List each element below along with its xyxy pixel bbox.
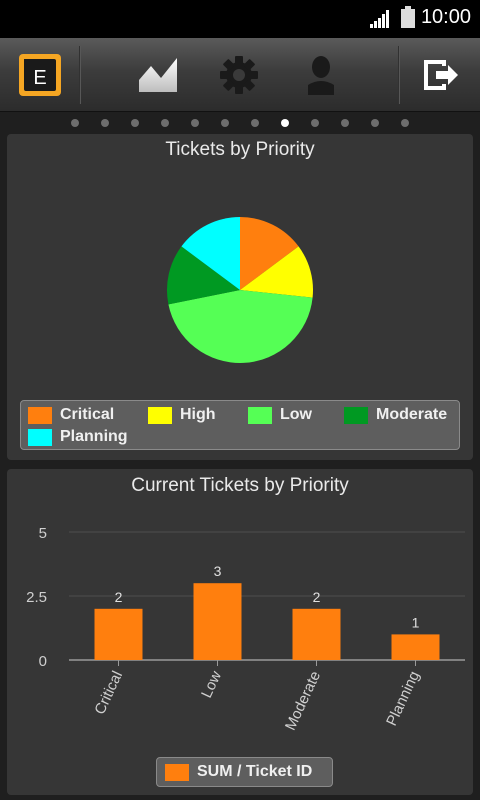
page-dot[interactable] <box>401 119 409 127</box>
legend-swatch <box>248 406 272 424</box>
legend-item-planning: Planning <box>28 428 128 446</box>
legend-label: Low <box>280 406 312 423</box>
legend-swatch <box>344 406 368 424</box>
page-dot-active[interactable] <box>281 119 289 127</box>
legend-swatch <box>28 406 52 424</box>
x-tick-label: Low <box>198 668 225 700</box>
legend-item-moderate: Moderate <box>344 406 447 424</box>
y-tick-label: 2.5 <box>26 589 47 606</box>
legend-item-low: Low <box>248 406 312 424</box>
pie-slice-high[interactable] <box>240 246 313 298</box>
x-tick-label: Planning <box>383 669 423 729</box>
legend-label: SUM / Ticket ID <box>197 763 313 780</box>
bar-data-label: 3 <box>214 563 222 579</box>
app-logo-icon: E <box>19 54 61 96</box>
toolbar-divider <box>398 46 400 104</box>
pie-slice-critical[interactable] <box>240 217 299 290</box>
page-dot[interactable] <box>131 119 139 127</box>
pie-slice-planning[interactable] <box>181 217 240 290</box>
page-dot[interactable] <box>371 119 379 127</box>
chart-icon <box>139 58 177 92</box>
page-dot[interactable] <box>311 119 319 127</box>
x-tick-label: Critical <box>91 669 126 718</box>
bar-data-label: 2 <box>313 589 321 605</box>
bar-low[interactable] <box>193 583 242 660</box>
y-tick-label: 5 <box>39 525 47 542</box>
bar-planning[interactable] <box>391 634 440 660</box>
page-dot[interactable] <box>161 119 169 127</box>
bar-legend: SUM / Ticket ID <box>156 757 333 787</box>
gear-icon <box>220 56 258 94</box>
settings-button[interactable] <box>207 38 271 112</box>
pie-chart <box>167 217 313 364</box>
app-logo-button[interactable]: E <box>8 38 72 112</box>
page-indicator <box>0 112 480 134</box>
page-dot[interactable] <box>101 119 109 127</box>
y-tick-label: 0 <box>39 653 47 670</box>
legend-label: High <box>180 406 216 423</box>
legend-label: Critical <box>60 406 115 423</box>
page-dot[interactable] <box>191 119 199 127</box>
legend-item-critical: Critical <box>28 406 114 424</box>
pie-legend: Critical High Low Moderate Planning <box>20 400 460 450</box>
dashboard-button[interactable] <box>126 38 190 112</box>
legend-item-high: High <box>148 406 216 424</box>
bar-moderate[interactable] <box>292 608 341 660</box>
legend-label: Moderate <box>376 406 448 423</box>
legend-swatch <box>148 406 172 424</box>
clock: 10:00 <box>420 6 471 28</box>
logout-icon <box>424 60 458 90</box>
bar-chart-panel: Current Tickets by Priority 0 2.5 5 2 Critic… <box>7 469 473 795</box>
toolbar-divider <box>79 46 81 104</box>
legend-swatch <box>165 763 189 781</box>
x-tick-label: Moderate <box>282 669 324 734</box>
bar-data-label: 2 <box>115 589 123 605</box>
pie-chart-title: Tickets by Priority <box>165 139 315 160</box>
pie-chart-panel: Tickets by Priority Critical High Low Mo… <box>7 134 473 460</box>
legend-swatch <box>28 428 52 446</box>
profile-button[interactable] <box>289 38 353 112</box>
status-bar: 10:00 <box>0 0 480 38</box>
bar-critical[interactable] <box>94 608 143 660</box>
user-icon <box>308 56 334 95</box>
logout-button[interactable] <box>408 38 474 112</box>
legend-label: Planning <box>60 428 128 445</box>
page-dot[interactable] <box>251 119 259 127</box>
toolbar: E <box>0 38 480 112</box>
battery-icon <box>401 6 415 28</box>
pie-slice-low[interactable] <box>168 290 313 364</box>
page-dot[interactable] <box>341 119 349 127</box>
pie-slice-moderate[interactable] <box>167 246 240 305</box>
page-dot[interactable] <box>71 119 79 127</box>
bar-data-label: 1 <box>412 614 420 630</box>
bar-chart: 0 2.5 5 2 Critical 3 Low 2 Moderate 1 Planning <box>26 525 465 734</box>
bar-chart-title: Current Tickets by Priority <box>131 475 349 496</box>
page-dot[interactable] <box>221 119 229 127</box>
logo-letter: E <box>33 67 46 89</box>
signal-icon <box>370 10 389 28</box>
